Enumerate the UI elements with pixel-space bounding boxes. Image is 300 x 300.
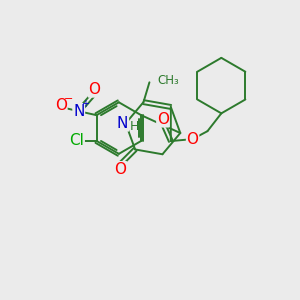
Text: O: O	[114, 162, 126, 177]
Text: O: O	[55, 98, 67, 113]
Text: +: +	[81, 99, 89, 109]
Text: H: H	[130, 120, 139, 133]
Text: O: O	[88, 82, 101, 97]
Text: CH₃: CH₃	[158, 74, 179, 87]
Text: −: −	[64, 94, 74, 104]
Text: O: O	[157, 112, 169, 127]
Text: N: N	[117, 116, 128, 131]
Text: Cl: Cl	[69, 134, 84, 148]
Text: O: O	[187, 132, 199, 147]
Text: N: N	[73, 104, 84, 119]
